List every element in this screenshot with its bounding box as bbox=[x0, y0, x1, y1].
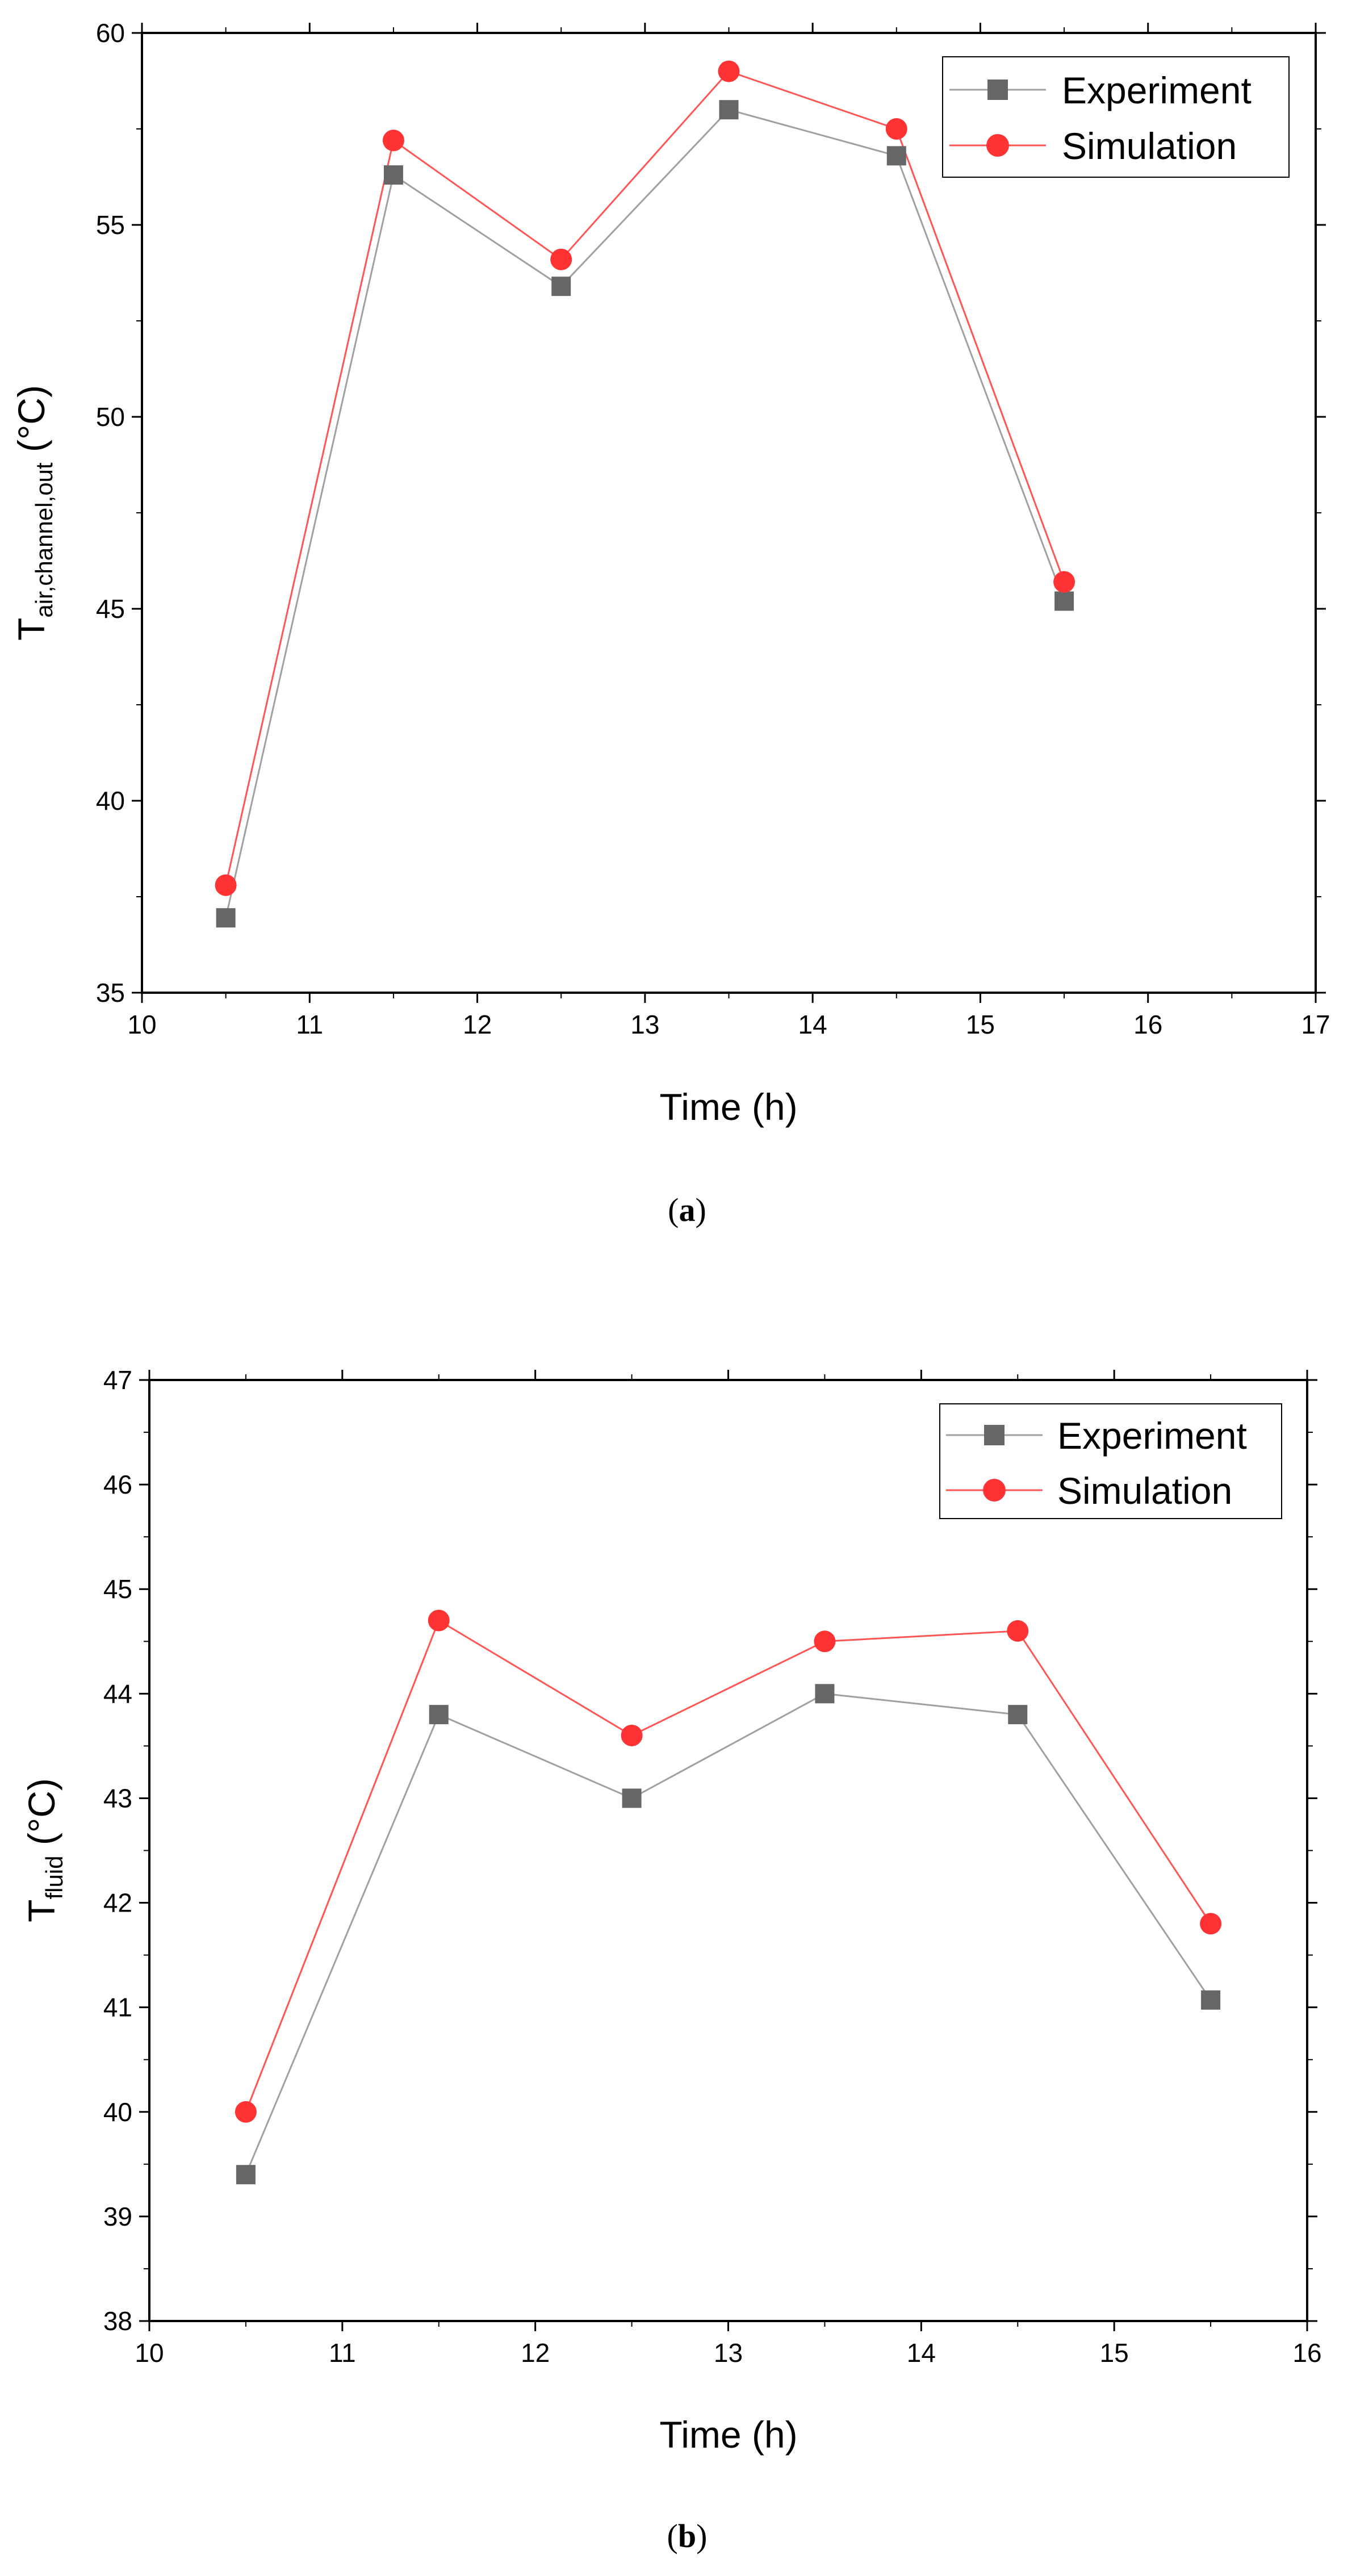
data-point-simulation bbox=[428, 1609, 450, 1632]
legend-label-experiment-a: Experiment bbox=[1062, 69, 1252, 111]
x-tick-label: 17 bbox=[1301, 1010, 1330, 1039]
x-tick-label: 13 bbox=[714, 2338, 743, 2368]
data-point-simulation bbox=[550, 248, 572, 270]
series-points-b bbox=[235, 1609, 1222, 2185]
x-tick-label: 16 bbox=[1292, 2338, 1321, 2368]
x-tick-label: 12 bbox=[521, 2338, 550, 2368]
legend-a: Experiment Simulation bbox=[942, 56, 1290, 178]
data-point-simulation bbox=[1200, 1913, 1222, 1935]
chart-b: 10 11 12 13 14 15 16 38 39 40 41 42 43 44 45 46 47 Time … bbox=[20, 1365, 1322, 2554]
legend-label-experiment-b: Experiment bbox=[1057, 1415, 1247, 1457]
x-tick-label: 14 bbox=[798, 1010, 827, 1039]
y-tick-label: 45 bbox=[103, 1574, 132, 1604]
legend-marker-experiment-b bbox=[984, 1425, 1005, 1445]
y-axis-label-b: Tfluid (°C) bbox=[20, 1778, 68, 1922]
legend-marker-simulation-b bbox=[983, 1479, 1006, 1502]
x-tick-label: 10 bbox=[127, 1010, 156, 1039]
y-tick-label: 46 bbox=[103, 1470, 132, 1499]
x-tick-label: 12 bbox=[463, 1010, 492, 1039]
x-tick-label: 10 bbox=[135, 2338, 164, 2368]
data-point-simulation bbox=[718, 60, 740, 82]
y-tick-label: 50 bbox=[96, 402, 125, 432]
series-line-experiment bbox=[245, 1692, 1212, 2175]
y-tick-label: 55 bbox=[96, 210, 125, 240]
data-point-simulation bbox=[814, 1630, 836, 1653]
legend-label-simulation-a: Simulation bbox=[1062, 125, 1237, 167]
data-point-experiment bbox=[886, 146, 906, 166]
y-tick-label: 44 bbox=[103, 1679, 132, 1708]
y-tick-label: 47 bbox=[103, 1365, 132, 1395]
data-point-simulation bbox=[1007, 1620, 1029, 1642]
data-point-experiment bbox=[1201, 1990, 1221, 2010]
legend-marker-experiment-a bbox=[987, 80, 1008, 100]
ticks-b: 10 11 12 13 14 15 16 38 39 40 41 42 43 44 45 46 47 bbox=[103, 1365, 1322, 2368]
y-tick-label: 40 bbox=[96, 786, 125, 816]
x-tick-label: 15 bbox=[1100, 2338, 1129, 2368]
series-line-simulation bbox=[245, 1619, 1212, 2113]
data-point-experiment bbox=[236, 2165, 256, 2185]
y-tick-label: 41 bbox=[103, 1993, 132, 2022]
legend-box-a bbox=[942, 56, 1290, 178]
series-line-experiment bbox=[225, 108, 1065, 918]
data-point-experiment bbox=[622, 1788, 642, 1808]
data-point-experiment bbox=[383, 165, 403, 185]
y-tick-label: 35 bbox=[96, 978, 125, 1007]
data-point-experiment bbox=[429, 1705, 449, 1725]
x-axis-label-a: Time (h) bbox=[659, 1086, 797, 1128]
x-tick-label: 11 bbox=[296, 1010, 323, 1039]
y-tick-label: 60 bbox=[96, 18, 125, 48]
caption-a: (a) bbox=[668, 1191, 706, 1228]
data-point-experiment bbox=[551, 277, 571, 296]
data-point-simulation bbox=[1053, 571, 1075, 593]
data-point-experiment bbox=[815, 1684, 835, 1704]
x-tick-label: 11 bbox=[329, 2338, 356, 2368]
x-axis-label-b: Time (h) bbox=[659, 2414, 797, 2456]
series-lines-a bbox=[225, 70, 1065, 918]
y-tick-label: 40 bbox=[103, 2097, 132, 2127]
x-tick-label: 13 bbox=[630, 1010, 659, 1039]
data-point-experiment bbox=[216, 908, 236, 928]
data-point-simulation bbox=[235, 2101, 257, 2123]
data-point-simulation bbox=[621, 1724, 643, 1746]
chart-a: 10 11 12 13 14 15 16 17 35 40 45 50 55 60 Time (h) Ta… bbox=[10, 18, 1330, 1228]
x-tick-label: 14 bbox=[907, 2338, 936, 2368]
series-points-a bbox=[215, 60, 1075, 928]
y-tick-label: 42 bbox=[103, 1888, 132, 1918]
legend-b: Experiment Simulation bbox=[939, 1403, 1282, 1519]
x-tick-label: 15 bbox=[966, 1010, 995, 1039]
data-point-simulation bbox=[382, 129, 404, 152]
y-tick-label: 45 bbox=[96, 594, 125, 624]
data-point-experiment bbox=[719, 100, 739, 120]
y-tick-label: 38 bbox=[103, 2306, 132, 2336]
series-line-simulation bbox=[225, 70, 1065, 886]
data-point-experiment bbox=[1054, 591, 1074, 611]
legend-marker-simulation-a bbox=[986, 134, 1009, 157]
x-tick-label: 16 bbox=[1133, 1010, 1162, 1039]
legend-label-simulation-b: Simulation bbox=[1057, 1470, 1232, 1512]
y-axis-label-a: Tair,channel,out (°C) bbox=[10, 385, 57, 641]
caption-b: (b) bbox=[667, 2518, 708, 2554]
data-point-simulation bbox=[215, 874, 237, 896]
series-lines-b bbox=[245, 1619, 1212, 2175]
ticks-a: 10 11 12 13 14 15 16 17 35 40 45 50 55 60 bbox=[96, 18, 1330, 1039]
data-point-experiment bbox=[1008, 1705, 1028, 1725]
y-tick-label: 43 bbox=[103, 1783, 132, 1813]
plot-frame-b bbox=[148, 1379, 1308, 2322]
data-point-simulation bbox=[885, 118, 907, 140]
y-tick-label: 39 bbox=[103, 2202, 132, 2231]
